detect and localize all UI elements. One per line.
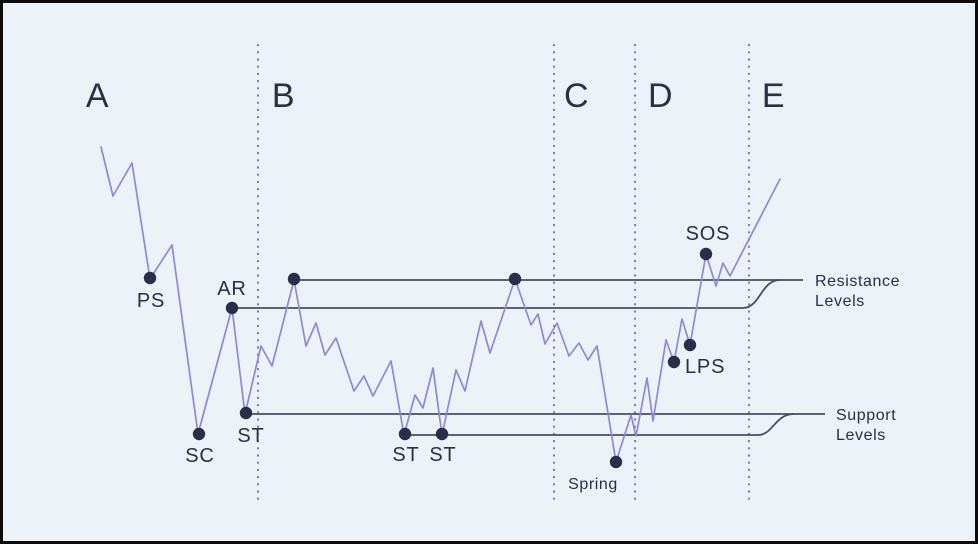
price-line [100,146,781,463]
marker-ar-label: AR [217,278,246,300]
wyckoff-accumulation-diagram: A B C D E Resistance Levels Support Levels PS SC AR… [86,43,900,504]
marker-sc-dot [192,427,206,441]
marker-ps-dot [143,271,157,285]
marker-st-3-label: ST [429,444,456,466]
marker-range-top-2-dot [508,272,522,286]
marker-ar-dot [225,301,239,315]
support-levels-label: Support Levels [836,407,896,444]
marker-ps-label: PS [137,290,165,312]
phase-label-a: A [86,77,110,115]
marker-sos-label: SOS [686,223,731,245]
marker-st-3-dot [435,427,449,441]
marker-lps-low-dot [667,355,681,369]
phase-label-d: D [648,77,674,115]
phase-label-c: C [564,77,590,115]
marker-spring-dot [609,455,623,469]
level-lines [232,279,825,436]
price-line-group [100,146,781,463]
support-bracket-curve [757,413,795,436]
phase-label-e: E [762,77,786,115]
event-markers [143,247,713,469]
text-labels: A B C D E Resistance Levels Support Levels PS SC AR… [86,77,900,493]
marker-lps-label: LPS [685,356,725,378]
marker-lps-dot [683,338,697,352]
marker-sc-label: SC [185,445,214,467]
phase-dividers [256,43,751,504]
marker-st-1-label: ST [237,425,264,447]
phase-label-b: B [272,77,296,115]
marker-sos-dot [699,247,713,261]
marker-st-2-label: ST [392,444,419,466]
resistance-bracket-curve [742,279,781,309]
marker-st-1-dot [239,406,253,420]
marker-st-2-dot [398,427,412,441]
marker-spring-label: Spring [568,476,618,493]
resistance-levels-label: Resistance Levels [815,273,900,310]
marker-range-top-1-dot [287,272,301,286]
